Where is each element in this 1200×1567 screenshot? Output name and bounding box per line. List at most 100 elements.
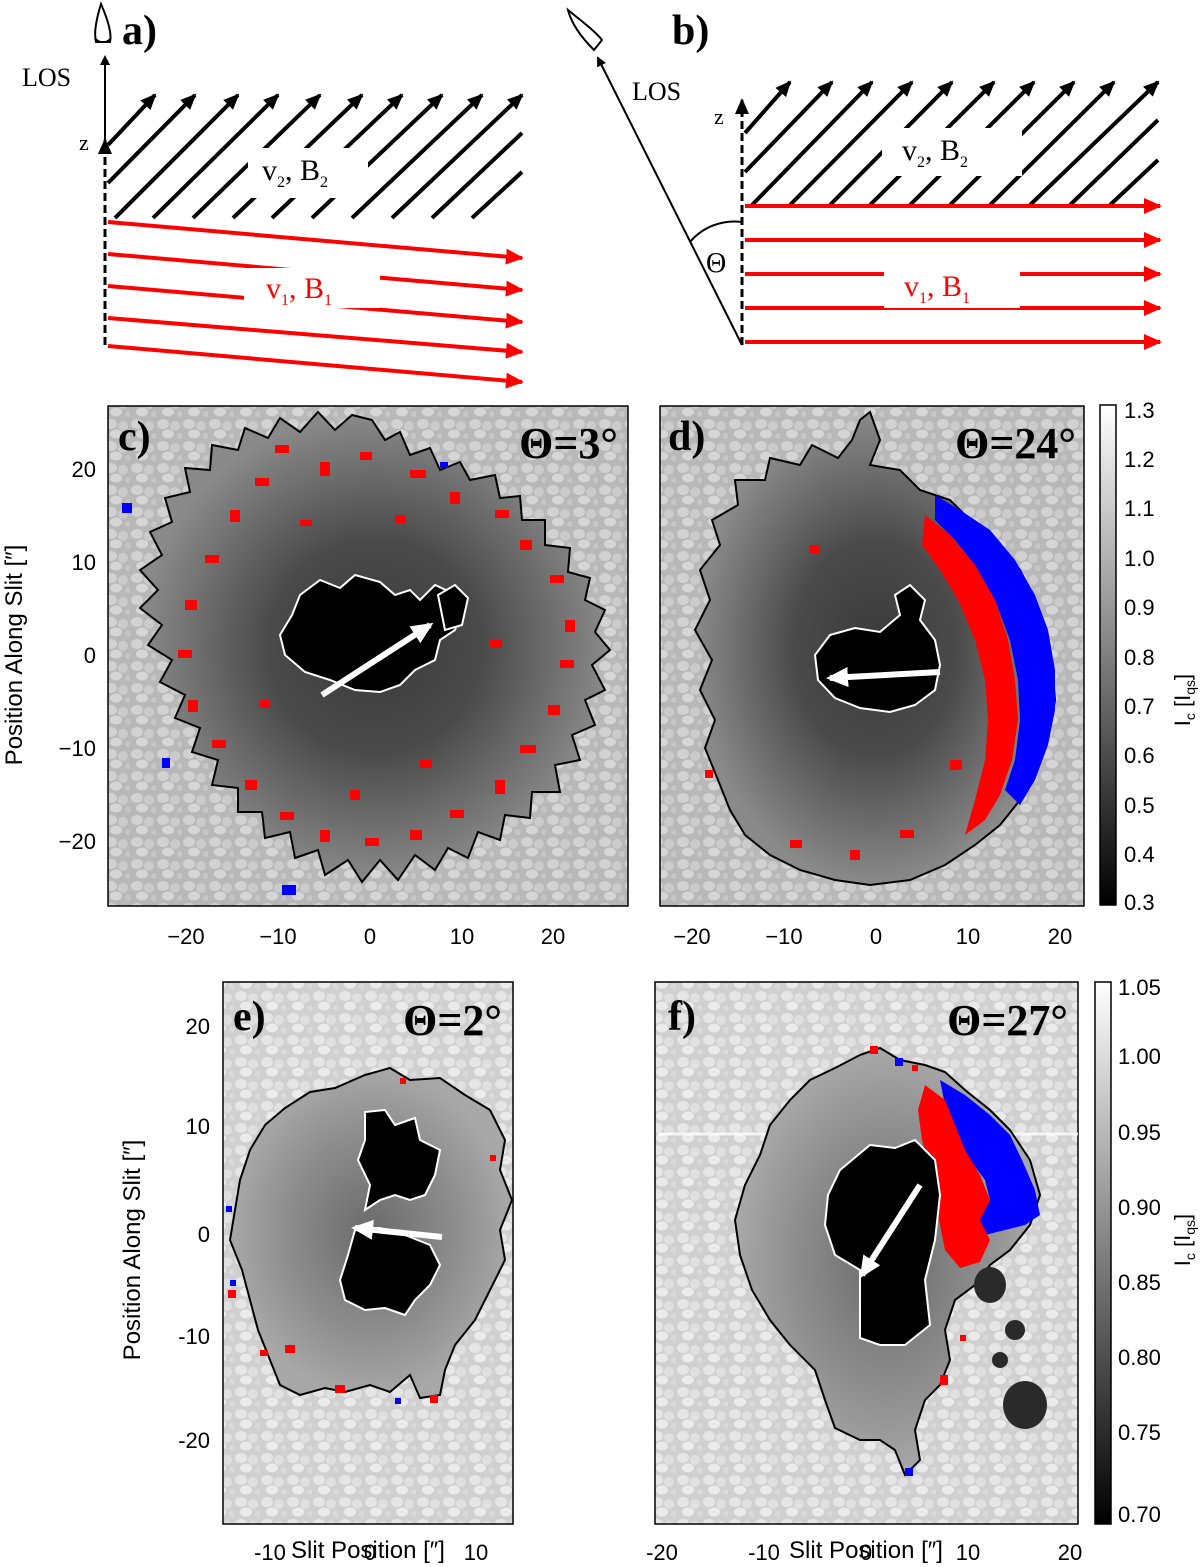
panel-c-y-label: Position Along Slit [″]	[1, 545, 28, 766]
svg-text:−10: −10	[259, 924, 296, 949]
svg-text:1.1: 1.1	[1124, 496, 1155, 521]
panel-f-x-ticks: -20 -10 0 10 20	[646, 1540, 1082, 1565]
panel-c-letter: c)	[118, 414, 151, 460]
panel-a-letter: a)	[122, 8, 157, 54]
panel-c-red-patches	[178, 445, 575, 846]
panel-d-direction-arrow	[826, 667, 941, 688]
svg-text:1.2: 1.2	[1124, 447, 1155, 472]
svg-text:−20: −20	[673, 924, 710, 949]
panel-c-blue-patches	[122, 462, 448, 895]
svg-text:0.90: 0.90	[1118, 1195, 1161, 1220]
panel-f-red-patches	[870, 1046, 966, 1385]
panel-b-diagram: b) LOS z Θ v2, B2	[566, 7, 1162, 350]
svg-text:0: 0	[198, 1222, 210, 1247]
colorbar-bottom-label: Ic [Iqs]	[1170, 1214, 1198, 1266]
panel-e-x-label: Slit Position [″]	[291, 1537, 445, 1564]
svg-text:20: 20	[72, 457, 96, 482]
panel-b-z-label: z	[714, 104, 724, 129]
panel-e-blue-patches	[226, 1206, 401, 1404]
panel-d-red-region	[922, 515, 1018, 835]
svg-text:1.0: 1.0	[1124, 546, 1155, 571]
svg-text:-20: -20	[646, 1540, 678, 1565]
panel-d-theta-label: Θ=24°	[955, 419, 1076, 468]
panel-c-direction-arrow	[320, 622, 434, 698]
colorbar-bottom: 1.05 1.00 0.95 0.90 0.85 0.80 0.75 0.70 …	[1094, 975, 1198, 1527]
svg-text:0: 0	[364, 1540, 376, 1565]
svg-text:−10: −10	[765, 924, 802, 949]
svg-text:20: 20	[541, 924, 565, 949]
panel-e-y-ticks: 20 10 0 -10 -20	[178, 1014, 210, 1453]
panel-e: e) Θ=2° -10 0 10 20 10 0 -10 -20 Positio…	[119, 981, 514, 1565]
panel-d-red-patches	[705, 545, 962, 860]
panel-f-pores	[974, 1267, 1047, 1429]
svg-text:10: 10	[72, 550, 96, 575]
panel-f-red-region	[918, 1085, 990, 1268]
panel-f-blue-patches	[895, 1058, 913, 1476]
panel-e-direction-arrow	[351, 1219, 443, 1240]
panel-e-y-label: Position Along Slit [″]	[119, 1140, 146, 1361]
colorbar-top-label: Ic [Iqs]	[1170, 674, 1198, 726]
svg-text:0.3: 0.3	[1124, 890, 1155, 915]
svg-text:0.7: 0.7	[1124, 694, 1155, 719]
svg-text:0.8: 0.8	[1124, 645, 1155, 670]
svg-text:0.80: 0.80	[1118, 1345, 1161, 1370]
panel-b-angle-arc	[689, 220, 743, 243]
panel-d-letter: d)	[668, 414, 705, 460]
panel-a-z-label: z	[79, 130, 89, 155]
svg-text:-20: -20	[178, 1428, 210, 1453]
svg-text:20: 20	[1058, 1540, 1082, 1565]
panel-a-upper-field-lines	[106, 93, 524, 220]
svg-text:0.6: 0.6	[1124, 743, 1155, 768]
svg-text:0.70: 0.70	[1118, 1502, 1161, 1527]
svg-text:-10: -10	[254, 1540, 286, 1565]
panel-b-los-arrow	[597, 56, 743, 346]
svg-text:0.85: 0.85	[1118, 1270, 1161, 1295]
panel-a-los-label: LOS	[22, 63, 71, 92]
svg-text:−10: −10	[59, 736, 96, 761]
svg-text:10: 10	[186, 1114, 210, 1139]
panel-e-umbra-south	[338, 1226, 442, 1317]
svg-text:20: 20	[1048, 924, 1072, 949]
colorbar-top: 1.3 1.2 1.1 1.0 0.9 0.8 0.7 0.6 0.5 0.4 …	[1099, 398, 1198, 915]
svg-text:1.3: 1.3	[1124, 398, 1155, 423]
svg-text:0.95: 0.95	[1118, 1120, 1161, 1145]
panel-b-theta-label: Θ	[706, 248, 726, 279]
svg-text:20: 20	[186, 1014, 210, 1039]
panel-d-x-ticks: −20 −10 0 10 20	[673, 924, 1072, 949]
svg-text:10: 10	[956, 924, 980, 949]
panel-f-theta-label: Θ=27°	[947, 996, 1068, 1045]
svg-text:-10: -10	[748, 1540, 780, 1565]
panel-f-x-label: Slit Position [″]	[789, 1537, 943, 1564]
svg-text:0.4: 0.4	[1124, 842, 1155, 867]
panel-b-letter: b)	[672, 8, 709, 54]
panel-b-los-label: LOS	[632, 77, 681, 106]
panel-b-lower-label: v1, B1	[904, 270, 970, 307]
svg-text:0: 0	[860, 1540, 872, 1565]
eye-icon	[566, 7, 604, 52]
panel-e-red-patches	[228, 1078, 496, 1403]
svg-text:0: 0	[84, 643, 96, 668]
svg-text:10: 10	[464, 1540, 488, 1565]
svg-text:0.75: 0.75	[1118, 1420, 1161, 1445]
svg-text:−20: −20	[59, 829, 96, 854]
panel-f-direction-arrow	[859, 1183, 923, 1279]
panel-a-lower-label: v1, B1	[266, 272, 332, 309]
svg-text:0: 0	[870, 924, 882, 949]
panel-f-letter: f)	[668, 994, 696, 1040]
panel-d-blue-region	[935, 495, 1055, 805]
panel-f-blue-region	[940, 1080, 1040, 1235]
eye-icon	[94, 1, 112, 43]
panel-e-x-ticks: -10 0 10	[254, 1540, 488, 1565]
panel-c-theta-label: Θ=3°	[519, 419, 618, 468]
panel-e-umbra-north	[356, 1108, 442, 1213]
svg-text:0.9: 0.9	[1124, 595, 1155, 620]
svg-text:1.00: 1.00	[1118, 1044, 1161, 1069]
panel-f: f) Θ=27° -20 -10 0 10 20 Slit Position […	[646, 981, 1082, 1565]
svg-text:−20: −20	[167, 924, 204, 949]
panel-a-upper-label: v2, B2	[262, 154, 328, 191]
panel-e-theta-label: Θ=2°	[403, 996, 502, 1045]
panel-c-x-ticks: −20 −10 0 10 20	[167, 924, 565, 949]
panel-a-diagram: a) LOS z v2, B2	[22, 1, 524, 389]
svg-text:-10: -10	[178, 1324, 210, 1349]
